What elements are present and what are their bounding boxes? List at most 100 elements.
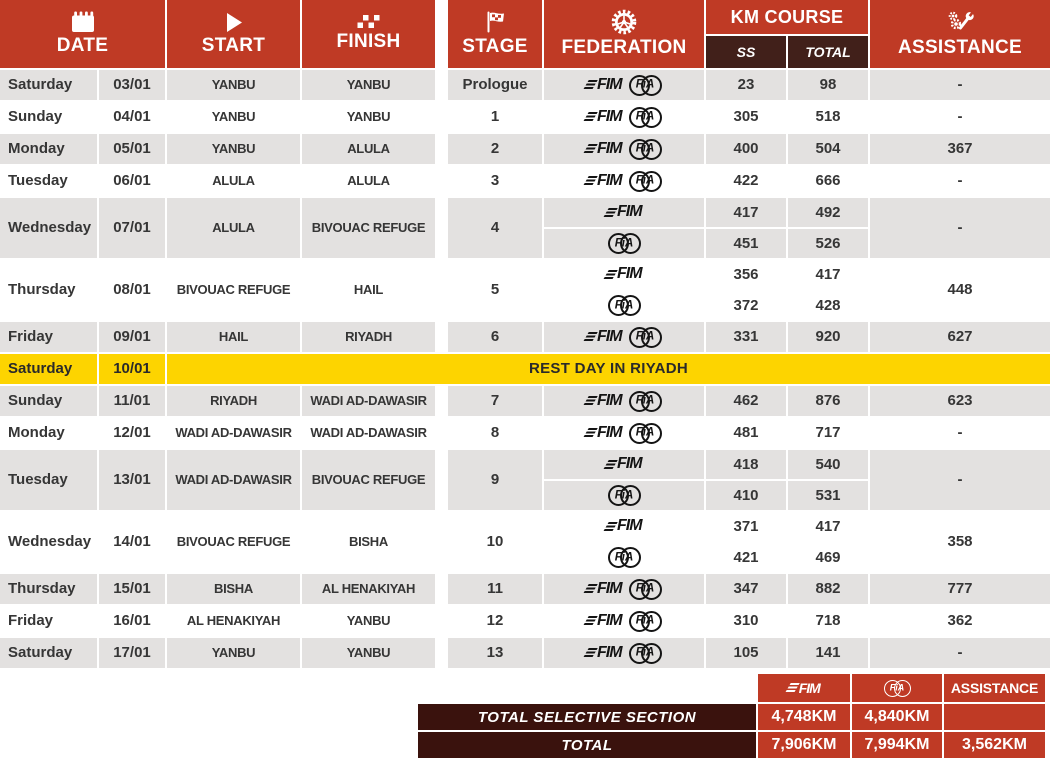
date-cell: 15/01 [99,574,165,604]
table-row: Friday 16/01 AL HENAKIYAH YANBU 12 FIM F… [0,606,1050,636]
total-cell: 718 [788,606,868,636]
ss-cell: 23 [706,70,786,100]
fia-globe [619,547,641,568]
assistance-cell: - [870,198,1050,258]
header-assistance: ASSISTANCE [870,0,1050,68]
total-cell: 492 [788,198,868,227]
table-row: Sunday 11/01 RIYADH WADI AD-DAWASIR 7 FI… [0,386,1050,416]
start-cell: YANBU [167,638,300,668]
ss-cell: 331 [706,322,786,352]
fia-globe [619,233,641,254]
day-cell: Wednesday [0,512,97,572]
fim-logo: FIM [586,140,623,158]
total-cell: 469 [788,543,868,572]
ss-cell: 371 [706,512,786,541]
column-divider [437,166,446,196]
day-cell: Sunday [0,386,97,416]
fim-logo: FIM [606,265,643,283]
fim-logo: FIM [586,392,623,410]
fia-subrow: FiA 372 428 [544,291,868,320]
fia-logo: FiA [607,485,641,506]
assistance-cell: 362 [870,606,1050,636]
header-stage-label: STAGE [462,36,528,57]
fia-logo: FiA [628,326,662,348]
column-divider [437,512,446,572]
header-km-course-label: KM COURSE [706,0,868,34]
date-cell: 13/01 [99,450,165,510]
column-divider [437,418,446,448]
date-cell: 05/01 [99,134,165,164]
fia-globe [640,106,662,128]
start-cell: ALULA [167,198,300,258]
federation-cell: FIM FiA [544,386,704,416]
fim-subrow: FIM 371 417 [544,512,868,541]
start-cell: HAIL [167,322,300,352]
fia-globe [893,679,911,697]
fia-globe [640,610,662,632]
total-cell: 666 [788,166,868,196]
fim-column-header: FIM [758,674,850,702]
assistance-cell: 367 [870,134,1050,164]
total-cell: 141 [788,638,868,668]
fim-subrow: FIM 356 417 [544,260,868,289]
fim-logo: FIM [606,517,643,535]
overall-assistance-total: 3,562KM [944,732,1045,758]
ss-cell: 422 [706,166,786,196]
finish-cell: RIYADH [302,322,435,352]
column-divider [437,322,446,352]
start-cell: AL HENAKIYAH [167,606,300,636]
finish-cell: YANBU [302,638,435,668]
totals-header-row: FIM FiA ASSISTANCE [758,674,1045,702]
header-federation: FEDERATION [544,0,704,68]
finish-cell: WADI AD-DAWASIR [302,418,435,448]
ss-cell: 305 [706,102,786,132]
total-cell: 504 [788,134,868,164]
fia-logo: FiA [628,642,662,664]
start-cell: YANBU [167,134,300,164]
table-row: Saturday 03/01 YANBU YANBU Prologue FIM … [0,70,1050,100]
fia-globe [640,390,662,412]
stage-cell: Prologue [448,70,542,100]
date-cell: 14/01 [99,512,165,572]
start-cell: BIVOUAC REFUGE [167,512,300,572]
stage-cell: 9 [448,450,542,510]
federation-cell: FIM [544,198,704,227]
federation-cell: FiA [544,543,704,572]
date-cell: 08/01 [99,260,165,320]
selective-fim-total: 4,748KM [758,704,850,730]
fim-logo: FIM [586,612,623,630]
federation-cell: FIM FiA [544,102,704,132]
assistance-cell: - [870,166,1050,196]
federation-cell: FIM FiA [544,322,704,352]
date-cell: 09/01 [99,322,165,352]
header-assistance-label: ASSISTANCE [897,37,1023,58]
table-row: Thursday 08/01 BIVOUAC REFUGE HAIL 5 FIM… [0,260,1050,320]
fia-logo: FiA [628,138,662,160]
date-cell: 06/01 [99,166,165,196]
assistance-cell: - [870,102,1050,132]
header-km-subrow: SS TOTAL [706,36,868,68]
day-cell: Tuesday [0,450,97,510]
finish-cell: BIVOUAC REFUGE [302,198,435,258]
federation-cell: FiA [544,481,704,510]
date-cell: 17/01 [99,638,165,668]
finish-cell: BISHA [302,512,435,572]
date-cell: 12/01 [99,418,165,448]
total-cell: 428 [788,291,868,320]
assistance-cell: - [870,638,1050,668]
fia-logo: FiA [628,578,662,600]
federation-cell: FIM FiA [544,638,704,668]
total-cell: 920 [788,322,868,352]
federation-cell: FIM [544,512,704,541]
header-ss-label: SS [706,36,786,68]
column-divider [437,134,446,164]
column-divider [437,386,446,416]
assistance-cell: - [870,450,1050,510]
start-cell: ALULA [167,166,300,196]
finish-cell: YANBU [302,70,435,100]
rest-day-label: REST DAY IN RIYADH [167,354,1050,384]
federation-cell: FIM FiA [544,606,704,636]
fia-logo: FiA [628,610,662,632]
stage-cell: 3 [448,166,542,196]
